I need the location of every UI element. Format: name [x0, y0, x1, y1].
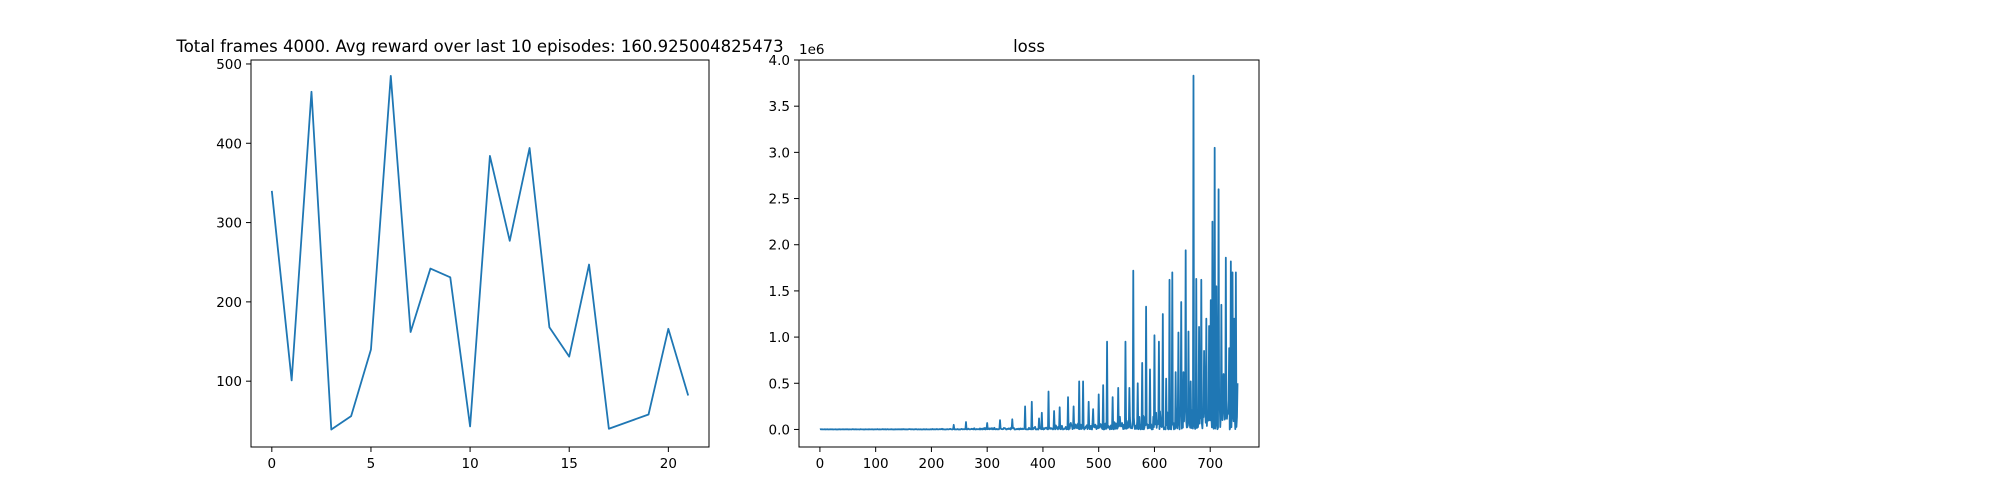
y-tick-label: 4.0 — [769, 53, 790, 69]
reward-y-axis: 100 200 300 400 500 — [216, 57, 251, 390]
y-tick-label: 1.5 — [769, 284, 790, 300]
x-tick-label: 600 — [1142, 456, 1168, 472]
x-tick-label: 20 — [660, 456, 677, 472]
y-tick-label: 1.0 — [769, 330, 790, 346]
x-tick-label: 500 — [1086, 456, 1112, 472]
y-tick-label: 0.5 — [769, 376, 790, 392]
x-tick-label: 100 — [863, 456, 889, 472]
y-tick-label: 200 — [216, 295, 242, 311]
x-tick-label: 700 — [1197, 456, 1223, 472]
loss-offset-text: 1e6 — [799, 42, 824, 58]
y-tick-label: 2.5 — [769, 192, 790, 208]
loss-plot-frame — [798, 59, 1260, 448]
y-tick-label: 400 — [216, 136, 242, 152]
reward-plot: Total frames 4000. Avg reward over last … — [175, 37, 783, 472]
x-tick-label: 15 — [561, 456, 578, 472]
x-tick-label: 400 — [1030, 456, 1056, 472]
reward-series-line — [270, 74, 690, 431]
y-tick-label: 3.5 — [769, 99, 790, 115]
loss-plot: loss 1e6 0 100 200 300 400 500 600 700 0.0 0.5 1.… — [769, 37, 1260, 472]
y-tick-label: 100 — [216, 374, 242, 390]
y-tick-label: 500 — [216, 57, 242, 73]
y-tick-label: 2.0 — [769, 238, 790, 254]
x-tick-label: 0 — [268, 456, 277, 472]
loss-plot-title: loss — [1013, 37, 1045, 56]
loss-y-axis: 0.0 0.5 1.0 1.5 2.0 2.5 3.0 3.5 4.0 — [769, 53, 799, 438]
loss-series-group — [819, 74, 1239, 431]
x-tick-label: 200 — [919, 456, 945, 472]
reward-plot-frame — [250, 59, 710, 448]
reward-plot-title: Total frames 4000. Avg reward over last … — [175, 37, 783, 56]
x-tick-label: 10 — [461, 456, 478, 472]
reward-series-group — [270, 74, 690, 431]
loss-series-line — [819, 74, 1239, 431]
y-tick-label: 300 — [216, 216, 242, 232]
y-tick-label: 0.0 — [769, 422, 790, 438]
x-tick-label: 300 — [974, 456, 1000, 472]
x-tick-label: 5 — [367, 456, 376, 472]
reward-x-axis: 0 5 10 15 20 — [268, 447, 677, 472]
loss-x-axis: 0 100 200 300 400 500 600 700 — [816, 447, 1223, 472]
y-tick-label: 3.0 — [769, 145, 790, 161]
x-tick-label: 0 — [816, 456, 825, 472]
